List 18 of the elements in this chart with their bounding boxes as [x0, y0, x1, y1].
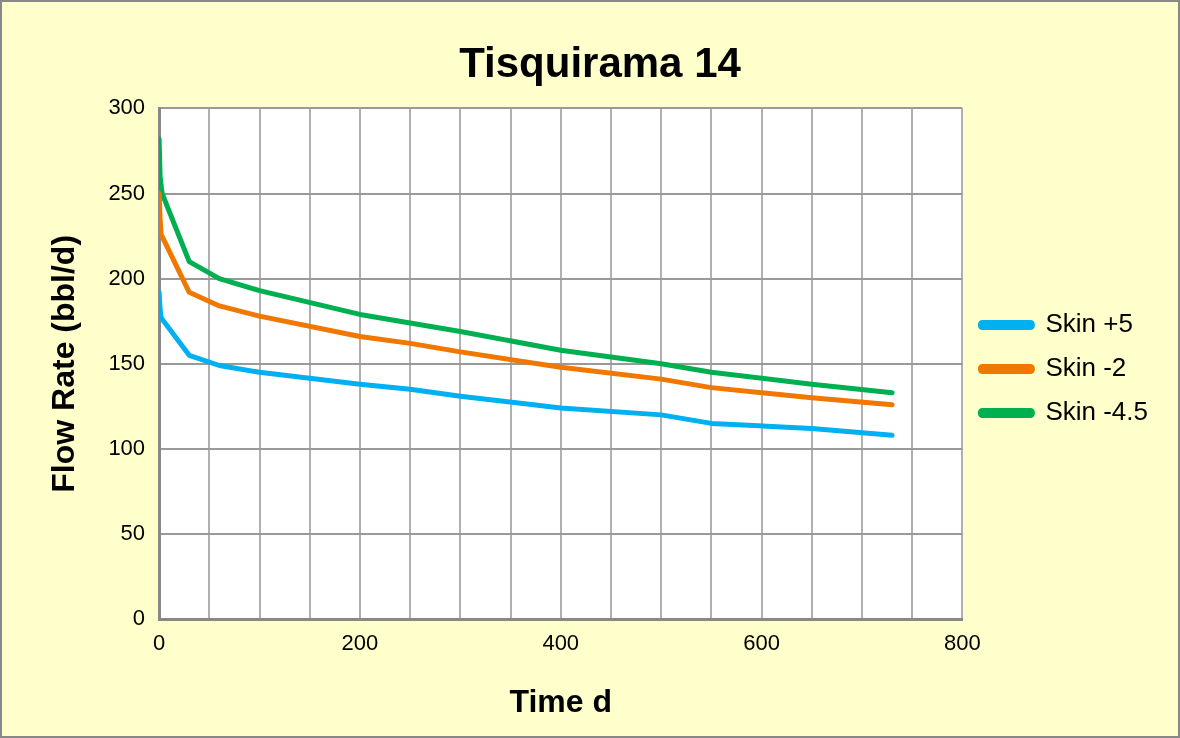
- x-tick-label: 400: [542, 630, 580, 656]
- y-tick-label: 50: [120, 520, 146, 546]
- legend-label: Skin -2: [1045, 352, 1127, 383]
- y-tick-label: 300: [108, 94, 146, 120]
- y-tick-label: 100: [108, 435, 146, 460]
- y-tick-label: 200: [108, 264, 146, 290]
- x-tick-label: 600: [743, 630, 780, 656]
- y-tick-label: 250: [108, 179, 146, 205]
- x-tick-label: 200: [341, 630, 379, 656]
- y-tick-label: 150: [108, 349, 146, 375]
- x-axis-title: Time d: [509, 682, 613, 719]
- legend-label: Skin +5: [1045, 308, 1133, 339]
- chart-title: Tisquirama 14: [459, 38, 742, 86]
- y-axis-title: Flow Rate (bbl/d): [45, 234, 82, 493]
- y-tick-label: 0: [132, 605, 146, 631]
- legend-label: Skin -4.5: [1045, 396, 1149, 427]
- x-tick-label: 0: [152, 630, 166, 656]
- x-tick-label: 800: [944, 630, 981, 656]
